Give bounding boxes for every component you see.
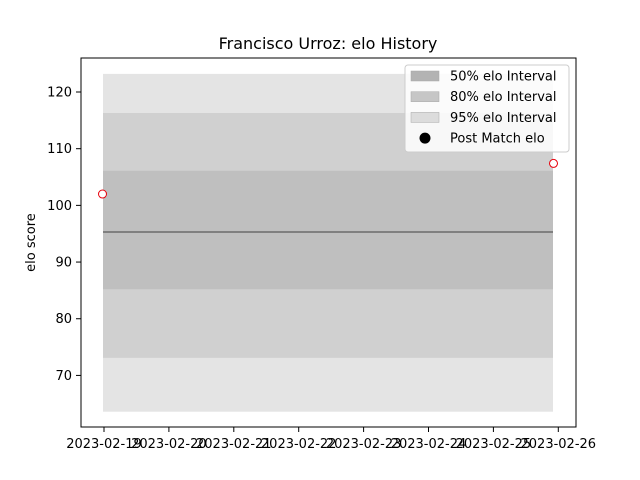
- y-tick-label: 100: [47, 199, 72, 214]
- legend-marker: [419, 132, 431, 144]
- x-tick-label: 2023-02-20: [131, 437, 207, 452]
- y-tick-label: 70: [55, 369, 72, 384]
- x-tick-label: 2023-02-26: [521, 437, 597, 452]
- legend-label: 80% elo Interval: [450, 90, 557, 105]
- legend-swatch: [410, 70, 440, 82]
- y-tick-label: 80: [55, 312, 72, 327]
- legend-label: Post Match elo: [450, 132, 545, 147]
- x-tick-label: 2023-02-24: [391, 437, 467, 452]
- x-axis: 2023-02-192023-02-202023-02-212023-02-22…: [66, 427, 596, 452]
- post-match-points: [98, 158, 558, 199]
- band-50-interval: [103, 170, 553, 290]
- x-tick-label: 2023-02-21: [196, 437, 272, 452]
- legend-swatch: [410, 91, 440, 102]
- plot-frame: [80, 57, 577, 428]
- post-match-point: [98, 189, 107, 199]
- legend-box: [404, 64, 570, 153]
- legend: 50% elo Interval 80% elo Interval 95% elo …: [404, 64, 570, 153]
- legend-label: 95% elo Interval: [450, 111, 557, 126]
- y-tick-label: 90: [55, 256, 72, 271]
- legend-label: 50% elo Interval: [450, 70, 557, 85]
- legend-swatch: [410, 112, 440, 123]
- post-match-point: [549, 158, 558, 168]
- x-tick-label: 2023-02-23: [326, 437, 402, 452]
- y-tick-label: 120: [47, 86, 72, 101]
- y-axis-label: elo score: [24, 213, 39, 272]
- y-axis: 70 80 90 100 110 120: [47, 86, 81, 384]
- x-tick-label: 2023-02-25: [456, 437, 532, 452]
- x-tick-label: 2023-02-22: [261, 437, 337, 452]
- chart-title: Francisco Urroz: elo History: [219, 34, 438, 53]
- x-tick-label: 2023-02-19: [66, 437, 142, 452]
- y-tick-label: 110: [47, 142, 72, 157]
